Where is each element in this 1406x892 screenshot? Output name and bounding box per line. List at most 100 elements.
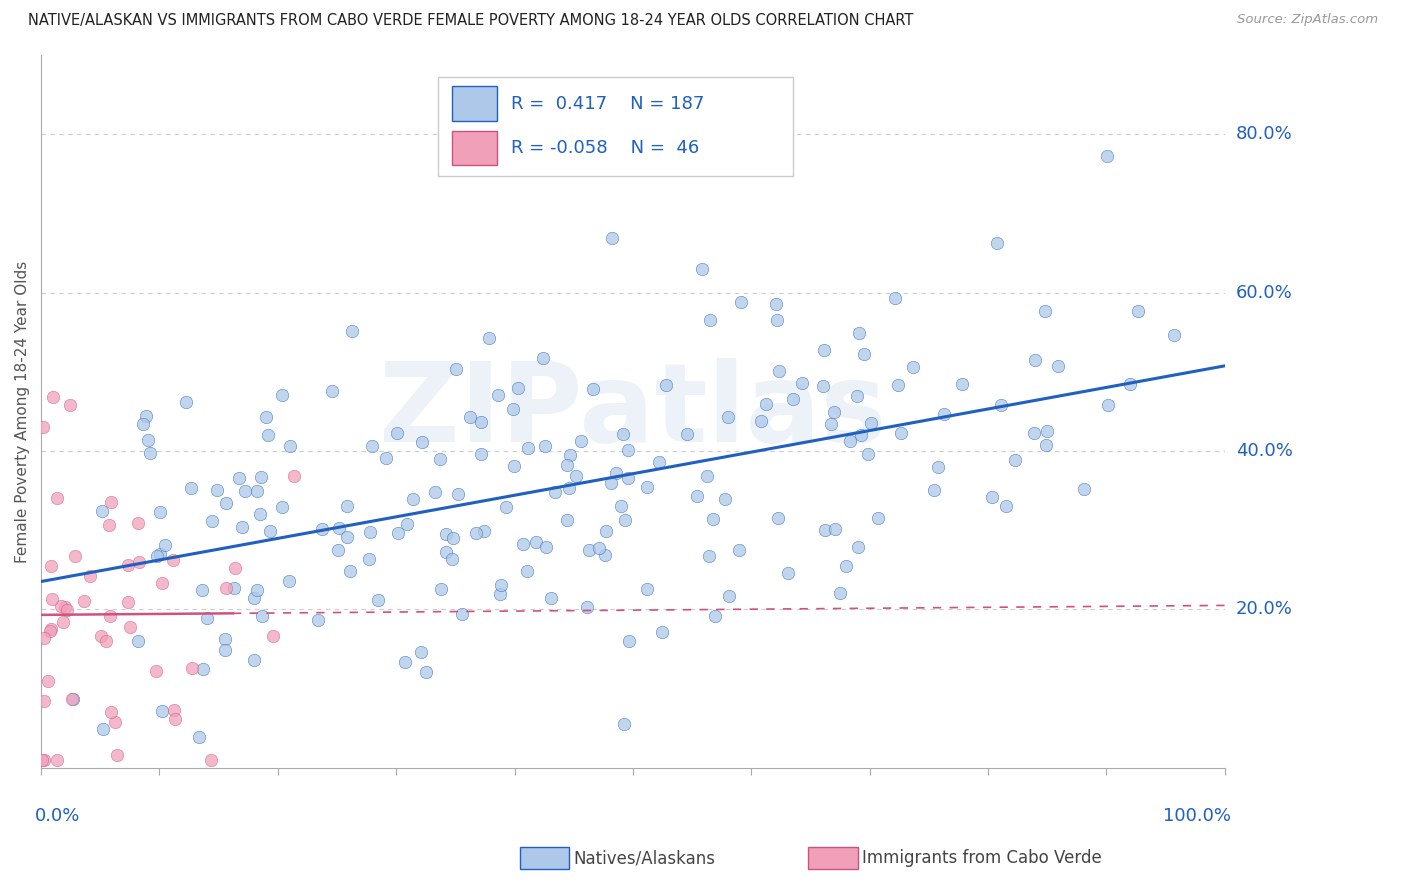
- Point: [243, 591, 266, 606]
- FancyBboxPatch shape: [437, 77, 793, 177]
- Point: [246, 484, 269, 499]
- Point: [94, 634, 117, 648]
- Point: [582, 382, 605, 396]
- Point: [224, 561, 246, 575]
- Point: [980, 490, 1002, 504]
- Point: [387, 526, 409, 541]
- Point: [150, 705, 173, 719]
- Bar: [451, 130, 496, 165]
- Point: [600, 231, 623, 245]
- Point: [636, 582, 658, 596]
- Point: [105, 748, 128, 763]
- Point: [187, 730, 209, 744]
- Point: [605, 466, 627, 480]
- Point: [811, 378, 834, 392]
- Point: [749, 414, 772, 428]
- Point: [465, 525, 488, 540]
- Point: [411, 435, 433, 450]
- Point: [117, 558, 139, 572]
- Point: [839, 434, 862, 448]
- Point: [1047, 359, 1070, 373]
- Point: [512, 537, 534, 551]
- Point: [52, 615, 75, 629]
- Point: [1095, 148, 1118, 162]
- Point: [32, 420, 55, 434]
- Point: [411, 645, 433, 659]
- Point: [845, 389, 868, 403]
- Point: [128, 555, 150, 569]
- Point: [59, 398, 82, 412]
- Point: [824, 522, 846, 536]
- Point: [402, 492, 425, 507]
- Point: [385, 425, 408, 440]
- Point: [502, 458, 524, 473]
- Point: [328, 521, 350, 535]
- Point: [648, 455, 671, 469]
- Point: [336, 500, 359, 514]
- Point: [636, 480, 658, 494]
- Point: [612, 427, 634, 442]
- Point: [502, 402, 524, 417]
- Point: [692, 262, 714, 277]
- Text: R = -0.058    N =  46: R = -0.058 N = 46: [510, 139, 699, 157]
- Point: [150, 576, 173, 591]
- Point: [149, 505, 172, 519]
- Point: [472, 524, 495, 538]
- Point: [425, 485, 447, 500]
- Point: [201, 514, 224, 528]
- Point: [250, 608, 273, 623]
- Text: ZIPatlas: ZIPatlas: [380, 358, 887, 465]
- Point: [214, 643, 236, 657]
- Text: 80.0%: 80.0%: [1236, 125, 1292, 144]
- Point: [233, 484, 256, 499]
- Point: [994, 499, 1017, 513]
- Point: [717, 409, 740, 424]
- Point: [430, 582, 453, 596]
- Point: [450, 607, 472, 621]
- Point: [39, 622, 62, 636]
- Point: [434, 545, 457, 559]
- Point: [531, 351, 554, 365]
- Point: [986, 235, 1008, 250]
- Point: [851, 428, 873, 442]
- Point: [32, 631, 55, 645]
- Point: [165, 712, 187, 726]
- Point: [1024, 352, 1046, 367]
- Point: [686, 489, 709, 503]
- Point: [593, 548, 616, 562]
- Point: [728, 543, 751, 558]
- Point: [1036, 424, 1059, 438]
- Point: [342, 324, 364, 338]
- Point: [214, 632, 236, 647]
- Point: [262, 630, 284, 644]
- Point: [478, 331, 501, 345]
- Point: [614, 512, 637, 526]
- Point: [91, 504, 114, 518]
- Text: 100.0%: 100.0%: [1163, 807, 1230, 825]
- Point: [441, 552, 464, 566]
- Point: [98, 609, 121, 624]
- Point: [617, 470, 640, 484]
- Point: [696, 468, 718, 483]
- Point: [543, 485, 565, 500]
- Point: [31, 753, 53, 767]
- Point: [820, 417, 842, 431]
- Point: [127, 633, 149, 648]
- Bar: [451, 87, 496, 120]
- Point: [595, 524, 617, 538]
- Point: [361, 439, 384, 453]
- Point: [117, 595, 139, 609]
- Point: [922, 483, 945, 498]
- Point: [42, 390, 65, 404]
- Point: [98, 518, 121, 533]
- Point: [704, 609, 727, 624]
- Point: [446, 362, 468, 376]
- Point: [45, 753, 67, 767]
- Point: [56, 602, 79, 616]
- Point: [339, 564, 361, 578]
- Point: [755, 397, 778, 411]
- Point: [699, 313, 721, 327]
- Point: [1035, 437, 1057, 451]
- Point: [135, 409, 157, 423]
- Point: [508, 381, 530, 395]
